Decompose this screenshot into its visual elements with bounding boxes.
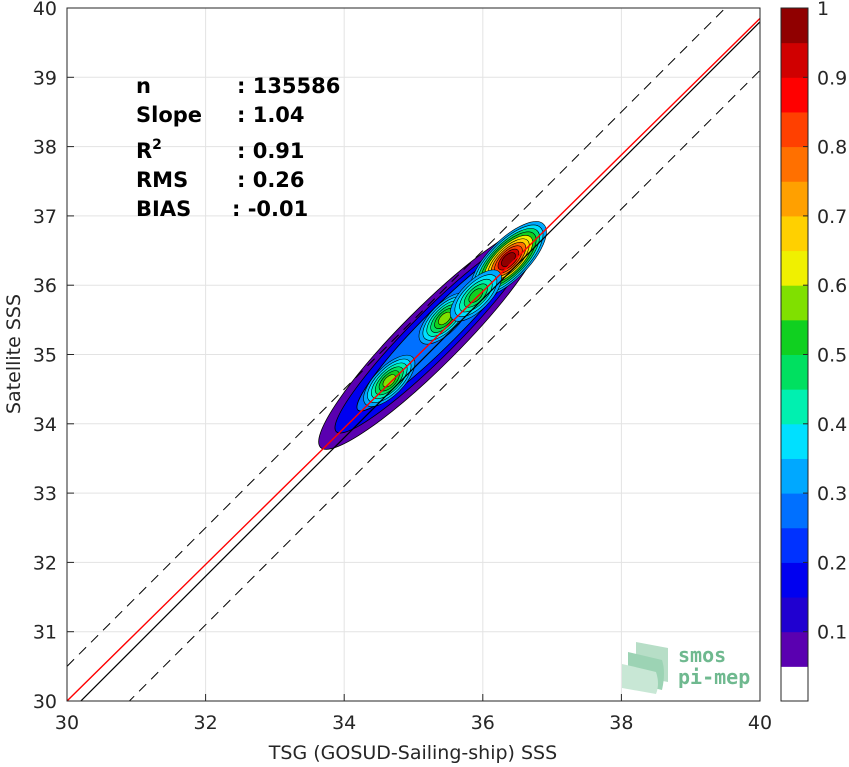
colorbar-segment	[781, 215, 808, 252]
upper-bound-dashed-line	[67, 8, 727, 667]
colorbar-tick-label: 0.1	[817, 622, 847, 644]
colorbar-segment	[781, 111, 808, 148]
colorbar-segment	[781, 527, 808, 563]
y-tick-label: 39	[33, 67, 57, 89]
x-tick-label: 40	[748, 712, 772, 734]
y-tick-label: 37	[33, 206, 57, 228]
colorbar-ticks: 0.1 0.2 0.3 0.4 0.5 0.6 0.7 0.8 0.9 1	[803, 0, 847, 644]
colorbar-tick-label: 0.4	[817, 414, 847, 436]
lower-bound-dashed-line	[128, 70, 760, 701]
stat-n-value: : 135586	[237, 74, 340, 98]
colorbar-segment	[781, 250, 808, 286]
colorbar-segment	[781, 354, 808, 390]
logo-mark-icon	[622, 642, 668, 694]
colorbar-segment	[781, 8, 808, 44]
density-contours	[318, 221, 547, 450]
stat-r2-value: : 0.91	[237, 139, 305, 163]
stat-rms-label: RMS	[136, 168, 188, 192]
density-contour	[468, 288, 484, 303]
x-tick-label: 36	[471, 712, 495, 734]
colorbar-segment	[781, 562, 808, 598]
colorbar-segment	[781, 42, 808, 78]
colorbar-segment	[781, 146, 808, 182]
colorbar-segment	[781, 423, 808, 459]
y-tick-label: 33	[33, 483, 57, 505]
y-tick-label: 34	[33, 414, 57, 436]
density-contour	[382, 374, 396, 388]
one-to-one-line	[80, 21, 760, 701]
colorbar-tick-label: 1	[817, 0, 829, 20]
colorbar-segment	[781, 77, 808, 113]
colorbar-segment	[781, 631, 808, 667]
regression-line	[67, 17, 760, 701]
colorbar-segment	[781, 666, 808, 702]
logo-line1: smos	[678, 643, 726, 667]
colorbar-segment	[781, 285, 808, 321]
x-tick-label: 32	[194, 712, 218, 734]
stat-rms-value: : 0.26	[237, 168, 305, 192]
y-axis-ticks: 30 31 32 33 34 35 36 37 38 39 40	[33, 0, 74, 713]
y-tick-label: 30	[33, 691, 57, 713]
colorbar-segment	[781, 181, 808, 217]
y-tick-label: 40	[33, 0, 57, 20]
y-tick-label: 32	[33, 552, 57, 574]
colorbar-tick-label: 0.5	[817, 345, 847, 367]
y-tick-label: 36	[33, 275, 57, 297]
stat-bias-label: BIAS	[136, 197, 191, 221]
x-tick-label: 38	[609, 712, 633, 734]
y-axis-label: Satellite SSS	[3, 294, 25, 414]
colorbar-tick-label: 0.3	[817, 483, 847, 505]
logo-line2: pi-mep	[678, 665, 750, 689]
colorbar-tick-label: 0.6	[817, 275, 847, 297]
colorbar-segment	[781, 458, 808, 494]
colorbar	[781, 8, 808, 702]
colorbar-tick-label: 0.7	[817, 206, 847, 228]
stat-slope-label: Slope	[136, 103, 202, 127]
y-tick-label: 38	[33, 137, 57, 159]
y-tick-label: 31	[33, 622, 57, 644]
x-axis-label: TSG (GOSUD-Sailing-ship) SSS	[268, 742, 557, 764]
colorbar-segment	[781, 597, 808, 633]
smos-pi-mep-logo: smos pi-mep	[622, 642, 750, 694]
grid	[67, 8, 760, 701]
colorbar-tick-label: 0.9	[817, 67, 847, 89]
colorbar-segment	[781, 389, 808, 425]
stat-slope-value: : 1.04	[237, 103, 305, 127]
x-axis-ticks: 30 32 34 36 38 40	[55, 694, 772, 734]
stats-block: n : 135586 Slope : 1.04 R2 : 0.91 RMS : …	[136, 74, 340, 221]
stat-bias-value: : -0.01	[232, 197, 308, 221]
y-tick-label: 35	[33, 345, 57, 367]
colorbar-segment	[781, 493, 808, 529]
x-tick-label: 34	[332, 712, 356, 734]
colorbar-tick-label: 0.8	[817, 137, 847, 159]
stat-n-label: n	[136, 74, 151, 98]
colorbar-tick-label: 0.2	[817, 552, 847, 574]
colorbar-segment	[781, 319, 808, 355]
x-tick-label: 30	[55, 712, 79, 734]
